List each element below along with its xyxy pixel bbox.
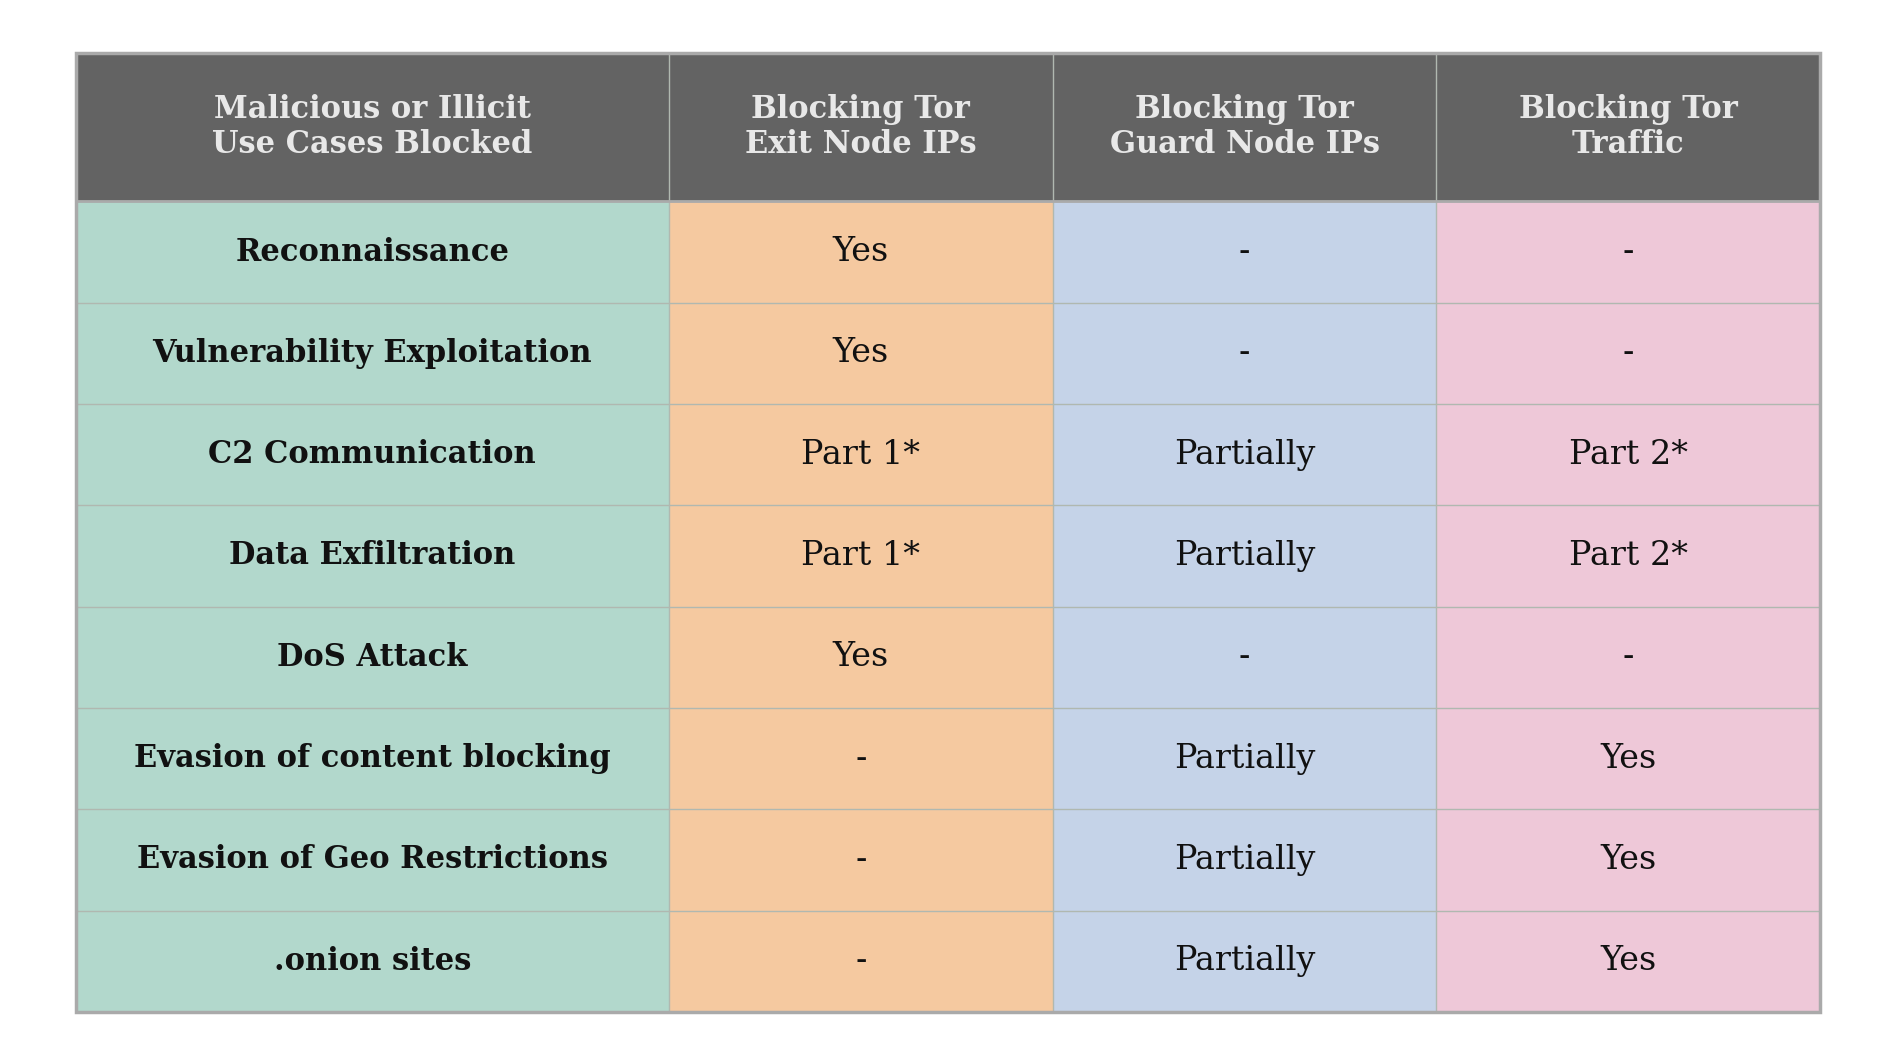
Bar: [669, 607, 1052, 708]
Text: -: -: [855, 945, 866, 977]
Text: -: -: [1623, 337, 1634, 369]
Bar: [76, 607, 669, 708]
Text: Part 2*: Part 2*: [1568, 438, 1687, 471]
Text: -: -: [1623, 236, 1634, 268]
Bar: [669, 505, 1052, 607]
Text: .onion sites: .onion sites: [273, 945, 470, 977]
Bar: [1052, 53, 1437, 201]
Bar: [1437, 302, 1820, 404]
Text: Data Exfiltration: Data Exfiltration: [229, 541, 516, 571]
Bar: [669, 911, 1052, 1012]
Text: Blocking Tor
Guard Node IPs: Blocking Tor Guard Node IPs: [1109, 94, 1380, 160]
Text: Blocking Tor
Exit Node IPs: Blocking Tor Exit Node IPs: [745, 94, 976, 160]
Text: Part 1*: Part 1*: [802, 540, 920, 572]
Bar: [76, 708, 669, 809]
Bar: [76, 809, 669, 911]
Bar: [1052, 302, 1437, 404]
Text: Reconnaissance: Reconnaissance: [235, 236, 510, 268]
Bar: [669, 809, 1052, 911]
Text: -: -: [855, 743, 866, 775]
Bar: [1052, 708, 1437, 809]
Text: Vulnerability Exploitation: Vulnerability Exploitation: [152, 338, 592, 369]
Text: Yes: Yes: [832, 641, 889, 674]
Text: Partially: Partially: [1174, 438, 1316, 471]
Bar: [1052, 404, 1437, 505]
Bar: [76, 53, 669, 201]
Text: Partially: Partially: [1174, 945, 1316, 977]
Text: Evasion of Geo Restrictions: Evasion of Geo Restrictions: [137, 844, 609, 876]
Bar: [1437, 53, 1820, 201]
Bar: [76, 404, 669, 505]
Bar: [76, 201, 669, 302]
Text: -: -: [855, 844, 866, 876]
Bar: [1437, 505, 1820, 607]
Bar: [1052, 809, 1437, 911]
Bar: [1437, 911, 1820, 1012]
Text: -: -: [1623, 641, 1634, 674]
Text: Malicious or Illicit
Use Cases Blocked: Malicious or Illicit Use Cases Blocked: [212, 94, 533, 160]
Text: Part 1*: Part 1*: [802, 438, 920, 471]
Text: Yes: Yes: [1600, 945, 1657, 977]
Bar: [1437, 809, 1820, 911]
Text: -: -: [1238, 641, 1249, 674]
Bar: [669, 708, 1052, 809]
Bar: [76, 302, 669, 404]
Bar: [76, 505, 669, 607]
Bar: [1052, 201, 1437, 302]
Text: -: -: [1238, 337, 1249, 369]
Bar: [1052, 911, 1437, 1012]
Bar: [1437, 404, 1820, 505]
Bar: [669, 404, 1052, 505]
Bar: [1437, 201, 1820, 302]
Bar: [1437, 708, 1820, 809]
Bar: [669, 302, 1052, 404]
Bar: [76, 911, 669, 1012]
Bar: [1052, 505, 1437, 607]
Text: C2 Communication: C2 Communication: [209, 440, 537, 470]
Text: Yes: Yes: [1600, 743, 1657, 775]
Bar: [669, 53, 1052, 201]
Text: DoS Attack: DoS Attack: [277, 642, 468, 672]
Text: Partially: Partially: [1174, 844, 1316, 876]
Text: Yes: Yes: [832, 236, 889, 268]
Bar: [669, 201, 1052, 302]
Bar: [1437, 607, 1820, 708]
Text: Blocking Tor
Traffic: Blocking Tor Traffic: [1519, 94, 1739, 160]
Text: Yes: Yes: [1600, 844, 1657, 876]
Text: -: -: [1238, 236, 1249, 268]
Text: Part 2*: Part 2*: [1568, 540, 1687, 572]
Text: Evasion of content blocking: Evasion of content blocking: [135, 743, 611, 774]
Text: Partially: Partially: [1174, 540, 1316, 572]
Text: Partially: Partially: [1174, 743, 1316, 775]
Text: Yes: Yes: [832, 337, 889, 369]
Bar: [1052, 607, 1437, 708]
